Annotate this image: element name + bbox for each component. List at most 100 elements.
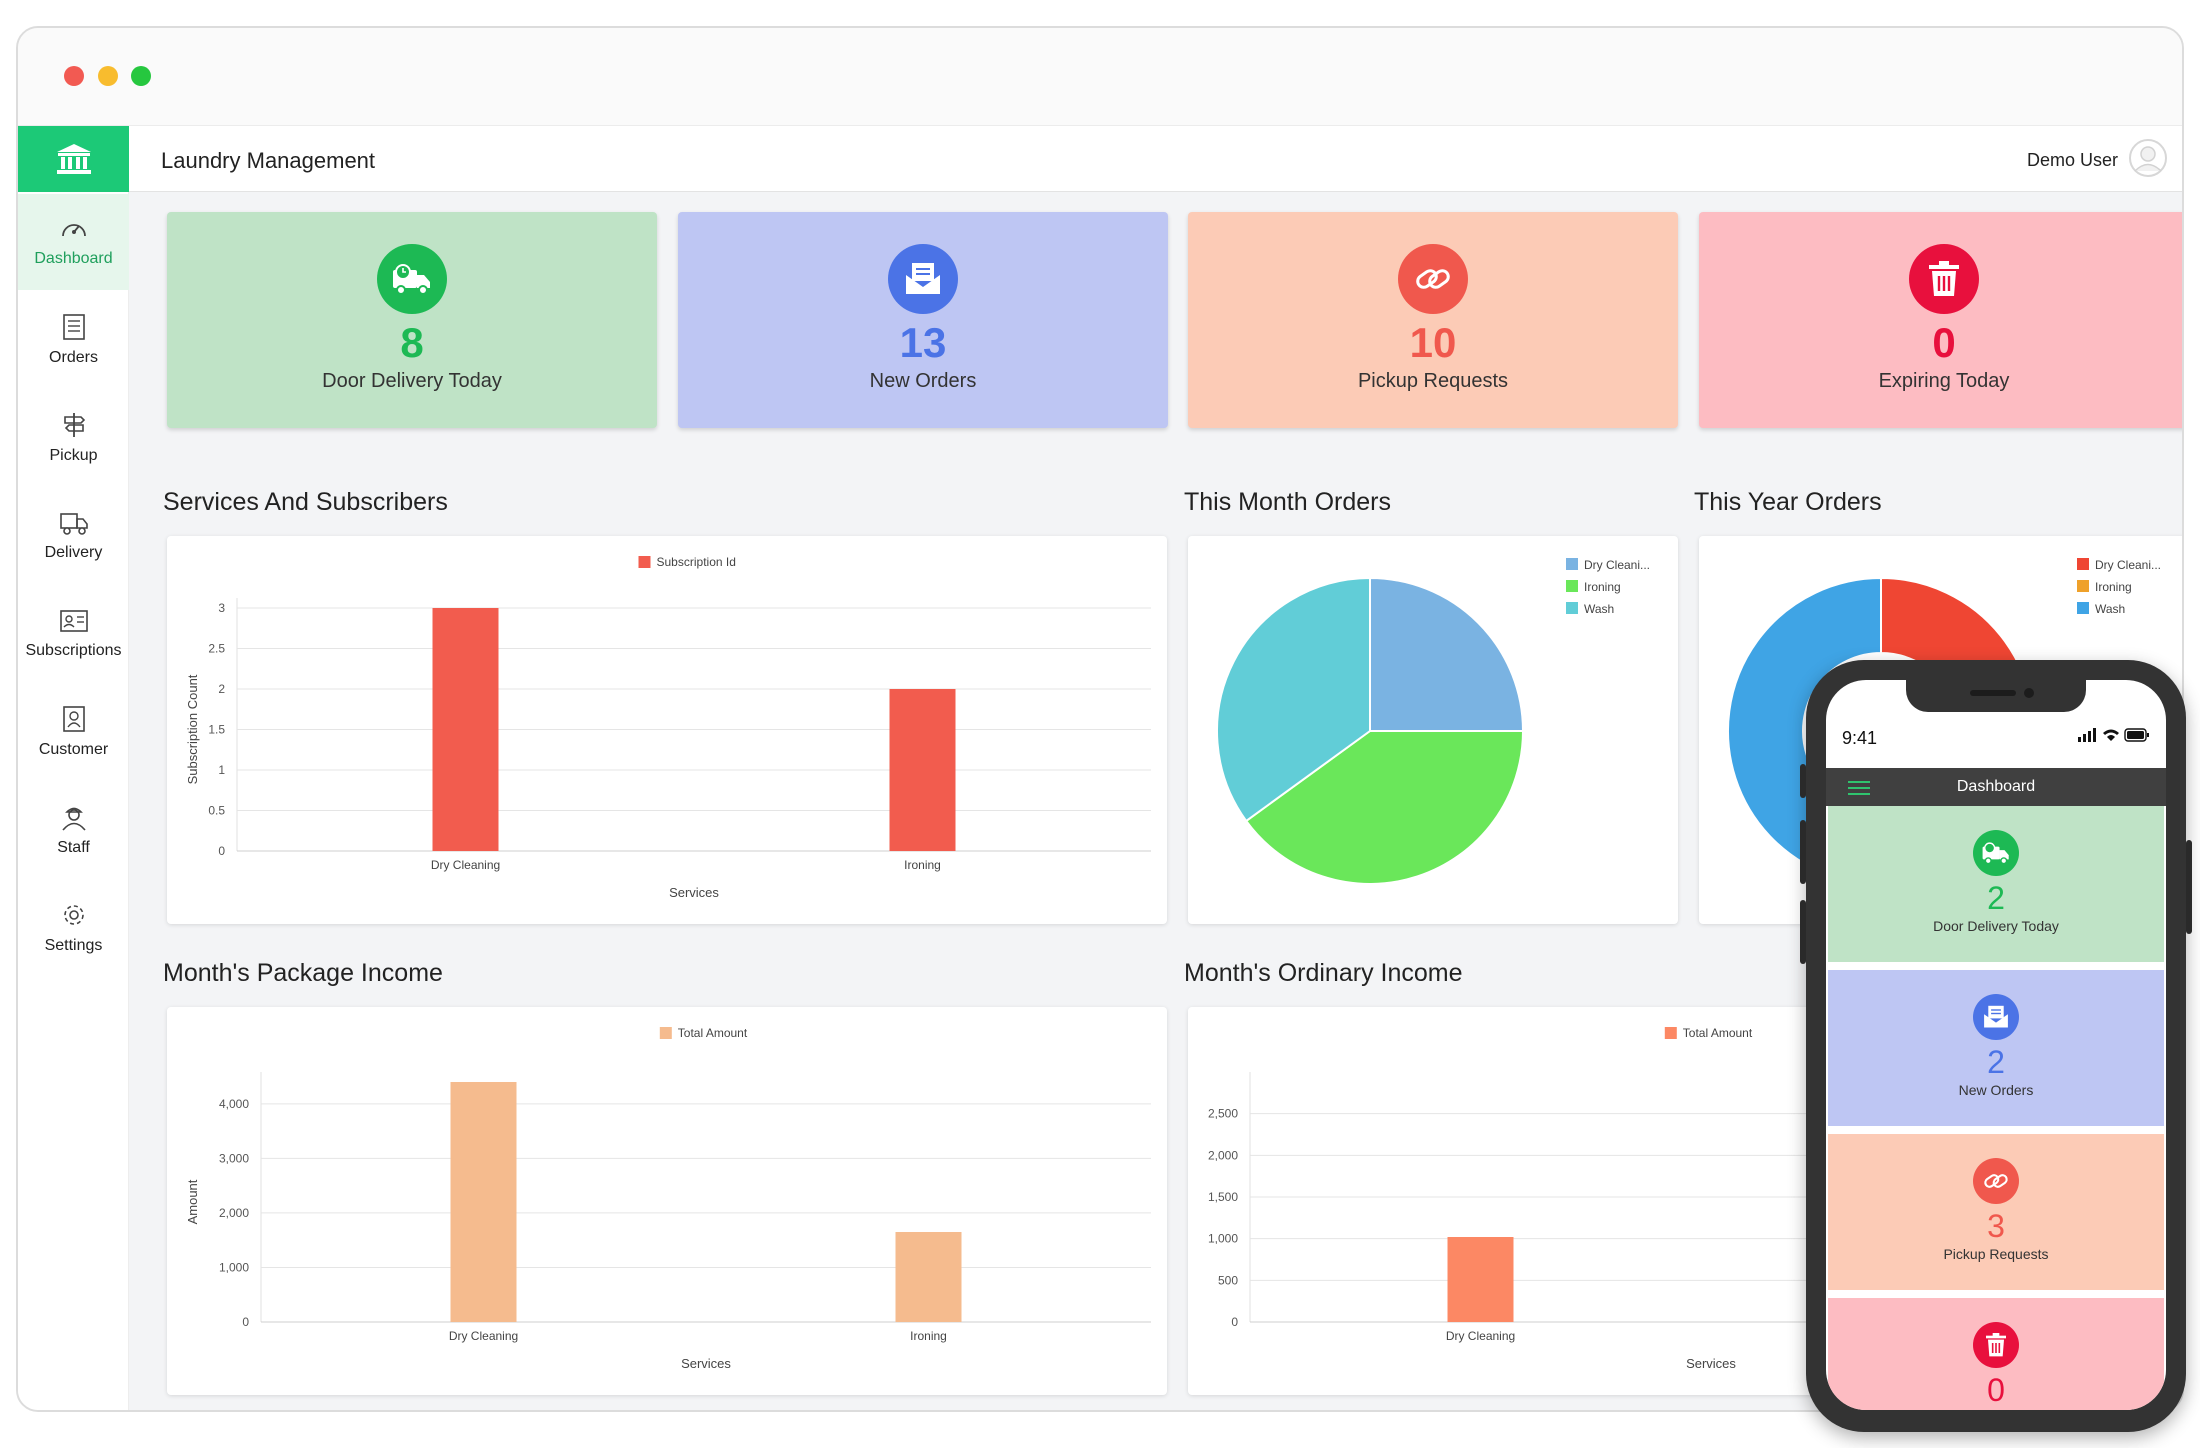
legend-swatch (659, 1027, 672, 1039)
phone-volume-down (1800, 900, 1806, 964)
y-tick-label: 3,000 (219, 1151, 249, 1165)
window-minimize-button[interactable] (98, 66, 118, 86)
legend-label: Ironing (1584, 580, 1621, 594)
delivery-truck-icon (59, 513, 88, 535)
x-axis-title: Services (1686, 1356, 1736, 1371)
sidebar-item-settings[interactable]: Settings (18, 880, 129, 976)
y-tick-label: 2,500 (1208, 1107, 1238, 1121)
mobile-icon-wrap (1973, 830, 2019, 876)
sidebar-item-subscriptions[interactable]: Subscriptions (18, 586, 129, 682)
legend-swatch (1566, 580, 1578, 592)
y-tick-label: 1 (218, 763, 225, 777)
sidebar-item-orders[interactable]: Orders (18, 292, 129, 388)
y-tick-label: 1,500 (1208, 1190, 1238, 1204)
brand-logo[interactable] (18, 126, 129, 192)
slice-ironing (1244, 730, 1525, 885)
stat-card-door-delivery[interactable]: 8 Door Delivery Today (167, 212, 657, 428)
sidebar-item-label: Orders (49, 349, 98, 366)
orders-list-icon (62, 314, 85, 340)
stat-card-pickup-requests[interactable]: 10 Pickup Requests (1188, 212, 1678, 428)
staff-person-icon (61, 807, 86, 831)
hamburger-menu-icon[interactable] (1848, 780, 1870, 796)
mobile-card-door-delivery[interactable]: 2 Door Delivery Today (1828, 806, 2164, 962)
user-name[interactable]: Demo User (2026, 150, 2118, 170)
mobile-icon-wrap (1973, 1158, 2019, 1204)
link-chain-icon (1416, 269, 1450, 289)
mobile-card-new-orders[interactable]: 2 New Orders (1828, 970, 2164, 1126)
sidebar-item-dashboard[interactable]: Dashboard (18, 194, 129, 290)
sidebar-item-delivery[interactable]: Delivery (18, 488, 129, 584)
section-title-services: Services And Subscribers (163, 488, 448, 516)
stat-label: New Orders (869, 370, 977, 392)
stat-icon-wrap (1909, 244, 1979, 314)
mobile-card-expiring-today[interactable]: 0 (1828, 1298, 2164, 1410)
delivery-truck-icon (393, 264, 430, 295)
package-income-chart: Total Amount 0 1,000 2,000 3,000 4,000 Dry Cle… (185, 1026, 1151, 1371)
mobile-header: Dashboard (1826, 768, 2166, 806)
package-income-panel: Total Amount 0 1,000 2,000 3,000 4,000 Dry Cle… (167, 1007, 1167, 1395)
services-subscribers-chart: Subscription Id 0 0.5 1 1.5 2 2.5 3 Dry Cleaning… (185, 555, 1151, 900)
legend-label: Ironing (2095, 580, 2132, 594)
section-title-ordinary-income: Month's Ordinary Income (1184, 959, 1463, 987)
dashboard-gauge-icon (61, 224, 86, 237)
pickup-signpost-icon (63, 413, 85, 437)
y-tick-label: 1,000 (1208, 1232, 1238, 1246)
y-tick-label: 1,000 (219, 1260, 249, 1274)
legend-label: Total Amount (1683, 1026, 1753, 1040)
legend-swatch (1664, 1027, 1677, 1039)
envelope-icon (1984, 1005, 2008, 1028)
sidebar-item-pickup[interactable]: Pickup (18, 390, 129, 486)
bar-ironing (889, 689, 956, 851)
mobile-card-pickup-requests[interactable]: 3 Pickup Requests (1828, 1134, 2164, 1290)
month-orders-panel: Dry Cleani... Ironing Wash (1188, 536, 1678, 924)
legend-swatch (1566, 558, 1578, 570)
legend-swatch (2077, 558, 2089, 570)
y-tick-label: 1.5 (208, 723, 225, 737)
y-tick-label: 2 (218, 682, 225, 696)
y-tick-label: 2.5 (208, 642, 225, 656)
sidebar-item-label: Customer (38, 741, 109, 758)
x-tick-label: Dry Cleaning (431, 858, 500, 872)
bar-dry-cleaning (1447, 1237, 1514, 1322)
mobile-icon-wrap (1973, 1322, 2019, 1368)
legend-swatch (1566, 602, 1578, 614)
avatar-icon[interactable] (2128, 138, 2168, 178)
x-axis-title: Services (669, 885, 719, 900)
stat-card-expiring-today[interactable]: 0 Expiring Today (1699, 212, 2182, 428)
settings-gear-icon (63, 905, 84, 925)
mobile-card-label: New Orders (1958, 1082, 2034, 1098)
mobile-phone-mockup: 9:41 Dashboard 2 Door Delivery Today 2 N… (1800, 660, 2192, 1432)
bar-ironing (895, 1232, 962, 1322)
y-tick-label: 0.5 (208, 804, 225, 818)
y-tick-label: 0 (218, 844, 225, 858)
stat-value: 13 (899, 319, 947, 366)
legend-swatch (638, 556, 651, 568)
bank-building-icon (56, 144, 91, 174)
x-tick-label: Dry Cleaning (1446, 1329, 1515, 1343)
envelope-icon (906, 263, 940, 294)
trash-icon (1986, 1333, 2006, 1357)
window-maximize-button[interactable] (131, 66, 151, 86)
stat-icon-wrap (377, 244, 447, 314)
legend-label: Wash (1584, 602, 1614, 616)
sidebar-item-staff[interactable]: Staff (18, 782, 129, 878)
stat-card-new-orders[interactable]: 13 New Orders (678, 212, 1168, 428)
legend-swatch (2077, 580, 2089, 592)
sidebar-item-label: Delivery (44, 544, 103, 561)
section-title-year-orders: This Year Orders (1694, 488, 1882, 516)
y-tick-label: 0 (242, 1315, 249, 1329)
window-close-button[interactable] (64, 66, 84, 86)
legend-label: Wash (2095, 602, 2125, 616)
delivery-truck-icon (1982, 842, 2009, 865)
mobile-icon-wrap (1973, 994, 2019, 1040)
stat-icon-wrap (888, 244, 958, 314)
legend-label: Dry Cleani... (2095, 558, 2161, 572)
stat-label: Pickup Requests (1357, 370, 1509, 392)
customer-contact-icon (62, 706, 85, 732)
y-tick-label: 500 (1218, 1273, 1238, 1287)
status-signal-wifi-battery-icon (2078, 728, 2149, 742)
phone-silent-switch (1800, 764, 1806, 798)
subscriptions-card-icon (59, 610, 88, 632)
sidebar-item-customer[interactable]: Customer (18, 684, 129, 780)
x-tick-label: Ironing (910, 1329, 947, 1343)
